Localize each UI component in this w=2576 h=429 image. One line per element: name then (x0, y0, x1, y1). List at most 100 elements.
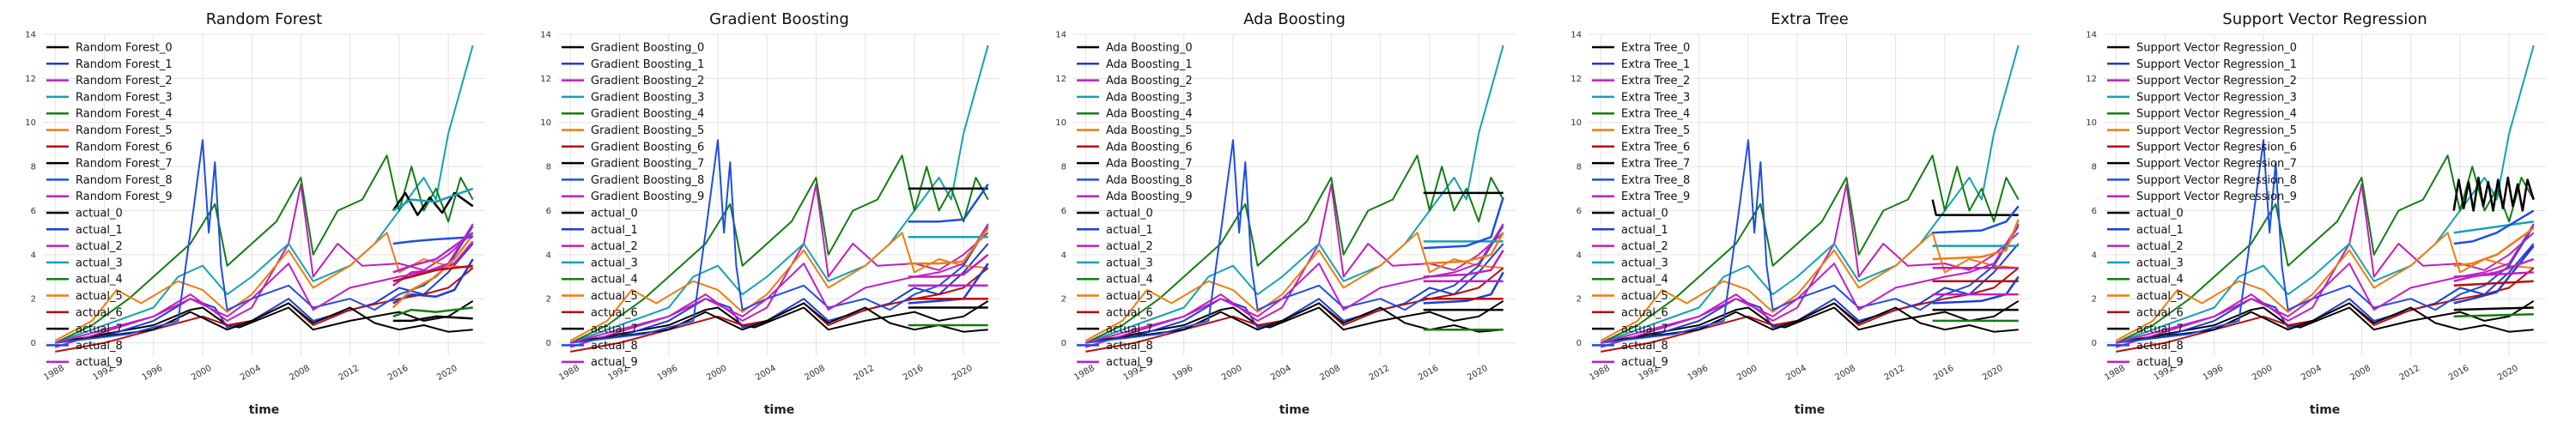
series-line-actual_4 (2115, 154, 2535, 344)
x-tick-label: 2020 (1466, 364, 1490, 383)
y-tick-label: 2 (1061, 295, 1066, 305)
legend-entry: actual_1 (1621, 224, 1668, 237)
legend-entry: Ada Boosting_3 (1106, 91, 1193, 104)
y-tick-label: 4 (1061, 251, 1066, 260)
legend-entry: actual_4 (1621, 274, 1668, 287)
x-tick-label: 2012 (337, 364, 361, 383)
series-line-actual_8 (55, 139, 474, 344)
legend-entry: actual_9 (1621, 356, 1668, 369)
y-tick-label: 10 (2086, 118, 2097, 128)
series-line-actual_5 (569, 232, 988, 341)
legend-entry: Gradient Boosting_8 (591, 174, 704, 187)
legend-entry: Ada Boosting_2 (1106, 75, 1193, 88)
legend-entry: Random Forest_9 (76, 190, 173, 203)
x-tick-label: 1988 (2103, 364, 2127, 383)
legend-entry: Support Vector Regression_4 (2136, 108, 2297, 121)
forecast-line-support-vector-regression_1 (2453, 245, 2535, 305)
y-tick-label: 4 (546, 251, 551, 260)
series-line-actual_4 (569, 154, 989, 344)
y-tick-label: 14 (1571, 31, 1582, 40)
legend-entry: actual_5 (1621, 290, 1668, 303)
legend-entry: Extra Tree_2 (1621, 75, 1690, 88)
legend-entry: actual_9 (1106, 356, 1153, 369)
legend-entry: Random Forest_8 (76, 174, 173, 187)
forecast-line-gradient-boosting_2 (908, 253, 989, 278)
series-line-actual_8 (570, 139, 989, 344)
series-line-actual_1 (1085, 243, 1504, 344)
y-tick-label: 12 (1571, 75, 1582, 84)
legend-entry: actual_3 (2136, 257, 2184, 269)
series-line-actual_2 (54, 183, 474, 348)
x-tick-label: 2000 (190, 364, 214, 383)
legend-entry: Support Vector Regression_6 (2136, 141, 2297, 154)
y-tick-label: 6 (546, 207, 551, 216)
forecast-line-support-vector-regression_9 (2453, 271, 2534, 278)
legend-entry: actual_5 (591, 290, 638, 303)
x-tick-label: 2004 (1784, 364, 1808, 383)
y-tick-label: 10 (1571, 118, 1582, 128)
x-tick-label: 2020 (1981, 364, 2005, 383)
x-tick-label: 1996 (1686, 364, 1710, 383)
series-line-actual_7 (1085, 302, 1504, 344)
x-tick-label: 1996 (1171, 364, 1195, 383)
forecast-line-ada-boosting_8 (1423, 196, 1504, 250)
forecast-line-random-forest_8 (392, 236, 473, 245)
forecast-line-support-vector-regression_0 (2452, 176, 2535, 212)
legend-entry: actual_7 (1106, 323, 1153, 336)
forecast-line-gradient-boosting_8 (908, 183, 989, 223)
x-tick-label: 2016 (386, 364, 410, 383)
y-tick-label: 6 (31, 207, 36, 216)
legend-entry: Extra Tree_0 (1621, 42, 1690, 55)
series-line-actual_2 (2115, 183, 2535, 348)
series-line-actual_0 (1085, 299, 1504, 344)
x-axis-label: time (2310, 403, 2341, 417)
forecast-line-support-vector-regression_4 (2453, 312, 2534, 318)
y-tick-label: 14 (1055, 31, 1066, 40)
x-tick-label: 2016 (1932, 364, 1956, 383)
legend-entry: actual_6 (1621, 306, 1668, 319)
legend-entry: Random Forest_7 (76, 158, 173, 171)
legend-entry: actual_4 (76, 274, 123, 287)
legend-entry: actual_0 (591, 208, 638, 221)
y-tick-label: 0 (31, 339, 36, 348)
x-tick-label: 2004 (239, 364, 263, 383)
series-line-actual_9 (570, 223, 989, 344)
forecast-line-support-vector-regression_5 (2453, 227, 2535, 267)
forecast-line-ada-boosting_5 (1423, 232, 1504, 265)
series-line-actual_9 (2116, 223, 2535, 344)
legend-entry: Gradient Boosting_0 (591, 42, 704, 55)
forecast-line-extra-tree_0 (1931, 199, 2019, 216)
forecast-line-gradient-boosting_5 (908, 227, 989, 265)
series-line-actual_5 (1084, 232, 1504, 341)
legend-entry: Extra Tree_8 (1621, 174, 1690, 187)
legend-entry: actual_0 (1621, 208, 1668, 221)
legend-entry: Ada Boosting_4 (1106, 108, 1193, 121)
forecast-line-random-forest_4 (392, 306, 473, 317)
legend-entry: actual_2 (76, 240, 123, 253)
series-line-actual_4 (54, 154, 474, 344)
forecast-line-random-forest_9 (392, 232, 474, 274)
series-line-actual_1 (570, 243, 989, 344)
forecast-line-random-forest_0 (392, 191, 474, 216)
x-tick-label: 1996 (141, 364, 165, 383)
forecast-line-random-forest_5 (392, 233, 474, 309)
legend-entry: Gradient Boosting_3 (591, 91, 704, 104)
legend-entry: Support Vector Regression_3 (2136, 91, 2297, 104)
series-line-actual_9 (1085, 223, 1504, 344)
legend-entry: actual_1 (1106, 224, 1153, 237)
legend-entry: Extra Tree_1 (1621, 58, 1690, 71)
legend-entry: actual_6 (1106, 306, 1153, 319)
y-tick-label: 12 (1055, 75, 1066, 84)
x-tick-label: 2004 (1269, 364, 1293, 383)
series-line-actual_2 (569, 183, 989, 348)
x-tick-label: 2008 (288, 364, 312, 383)
x-tick-label: 2016 (902, 364, 926, 383)
x-tick-label: 2020 (435, 364, 459, 383)
series-line-actual_8 (2116, 139, 2535, 344)
legend-entry: actual_5 (2136, 290, 2184, 303)
y-tick-label: 2 (2092, 295, 2097, 305)
legend-entry: actual_8 (591, 340, 638, 353)
y-tick-label: 8 (2092, 163, 2097, 172)
legend-entry: actual_1 (76, 224, 123, 237)
y-tick-label: 14 (540, 31, 551, 40)
